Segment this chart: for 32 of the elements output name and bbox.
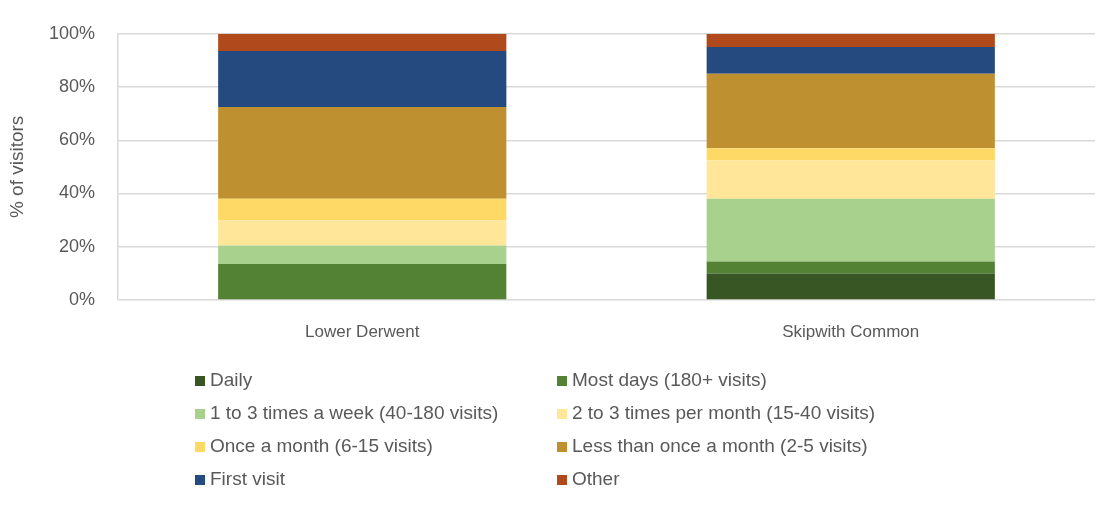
y-axis-title: % of visitors	[5, 115, 27, 219]
legend-label: Daily	[210, 369, 253, 391]
bar	[706, 47, 995, 74]
x-tick-label: Skipwith Common	[782, 321, 920, 341]
bar	[706, 73, 995, 149]
legend-label: Other	[572, 468, 621, 490]
y-tick-label: 60%	[58, 129, 95, 150]
legend-label: Less than once a month (2-5 visits)	[572, 435, 868, 457]
bar	[706, 273, 995, 300]
bar	[218, 107, 507, 199]
bar	[218, 198, 507, 221]
bar	[706, 160, 995, 199]
bar	[218, 220, 507, 246]
legend-label: Once a month (6-15 visits)	[210, 435, 433, 457]
bar	[706, 33, 995, 48]
bar	[706, 261, 995, 274]
bar	[218, 264, 507, 300]
y-tick-label: 100%	[48, 22, 95, 43]
legend-label: First visit	[210, 468, 286, 490]
bar	[218, 51, 507, 108]
x-tick-label: Lower Derwent	[305, 321, 420, 341]
bar	[706, 198, 995, 262]
y-tick-label: 20%	[58, 235, 95, 256]
bar	[218, 245, 507, 265]
legend-label: Most days (180+ visits)	[572, 369, 767, 391]
bar	[218, 33, 507, 52]
y-tick-label: 40%	[58, 182, 95, 203]
y-tick-label: 80%	[58, 76, 95, 97]
bar	[706, 148, 995, 161]
legend-label: 1 to 3 times a week (40-180 visits)	[210, 402, 499, 424]
legend-label: 2 to 3 times per month (15-40 visits)	[572, 402, 876, 424]
y-tick-label: 0%	[68, 288, 95, 309]
